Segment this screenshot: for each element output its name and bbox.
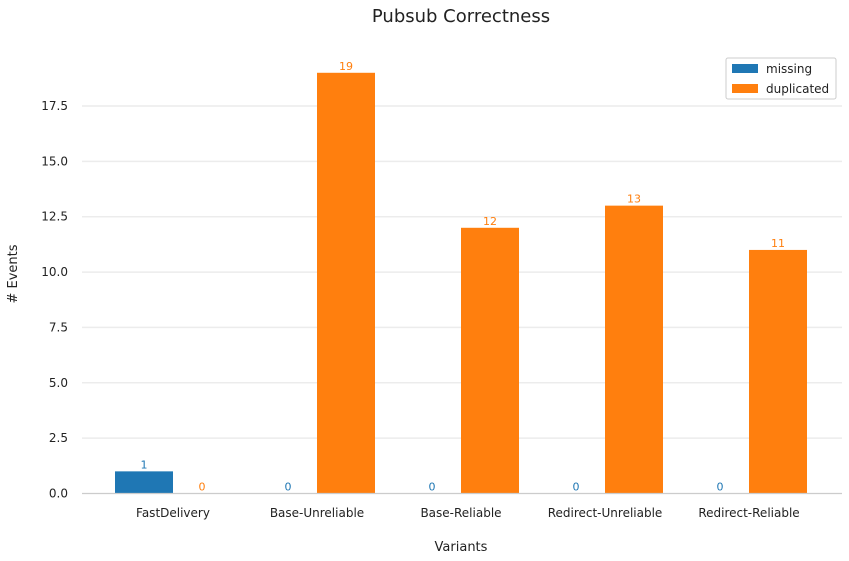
x-tick-label: FastDelivery [136,506,210,520]
y-tick-label: 10.0 [41,265,68,279]
y-tick-label: 15.0 [41,154,68,168]
data-label-duplicated: 13 [627,193,641,206]
bar-missing [115,471,173,494]
x-axis-ticks: FastDelivery Base-Unreliable Base-Reliable… [136,506,800,520]
chart-title: Pubsub Correctness [372,6,550,27]
data-label-missing: 0 [429,481,436,494]
x-tick-label: Redirect-Unreliable [548,506,663,520]
legend-label-missing: missing [766,62,812,76]
data-label-missing: 0 [285,481,292,494]
y-tick-label: 12.5 [41,210,68,224]
data-labels: 1 0 0 19 0 12 0 13 0 11 [141,60,786,494]
data-label-duplicated: 0 [199,481,206,494]
y-tick-label: 5.0 [49,376,68,390]
data-label-duplicated: 11 [771,237,785,250]
y-tick-label: 17.5 [41,99,68,113]
bar-duplicated [461,227,519,494]
legend-swatch-missing [732,64,758,73]
y-tick-label: 7.5 [49,320,68,334]
bar-duplicated [317,72,375,494]
data-label-missing: 0 [717,481,724,494]
y-axis-ticks: 0.0 2.5 5.0 7.5 10.0 12.5 15.0 17.5 [41,99,68,501]
bars [115,72,807,494]
y-tick-label: 2.5 [49,431,68,445]
bar-duplicated [605,205,663,494]
legend-label-duplicated: duplicated [766,82,829,96]
y-axis-label: # Events [6,244,21,303]
data-label-duplicated: 12 [483,215,497,228]
x-axis-label: Variants [435,540,488,555]
data-label-duplicated: 19 [339,60,353,73]
legend: missing duplicated [725,57,837,100]
x-tick-label: Base-Unreliable [270,506,364,520]
legend-swatch-duplicated [732,84,758,93]
data-label-missing: 0 [573,481,580,494]
bar-duplicated [749,249,807,494]
y-tick-label: 0.0 [49,487,68,501]
x-tick-label: Base-Reliable [420,506,501,520]
data-label-missing: 1 [141,458,148,471]
x-tick-label: Redirect-Reliable [698,506,799,520]
